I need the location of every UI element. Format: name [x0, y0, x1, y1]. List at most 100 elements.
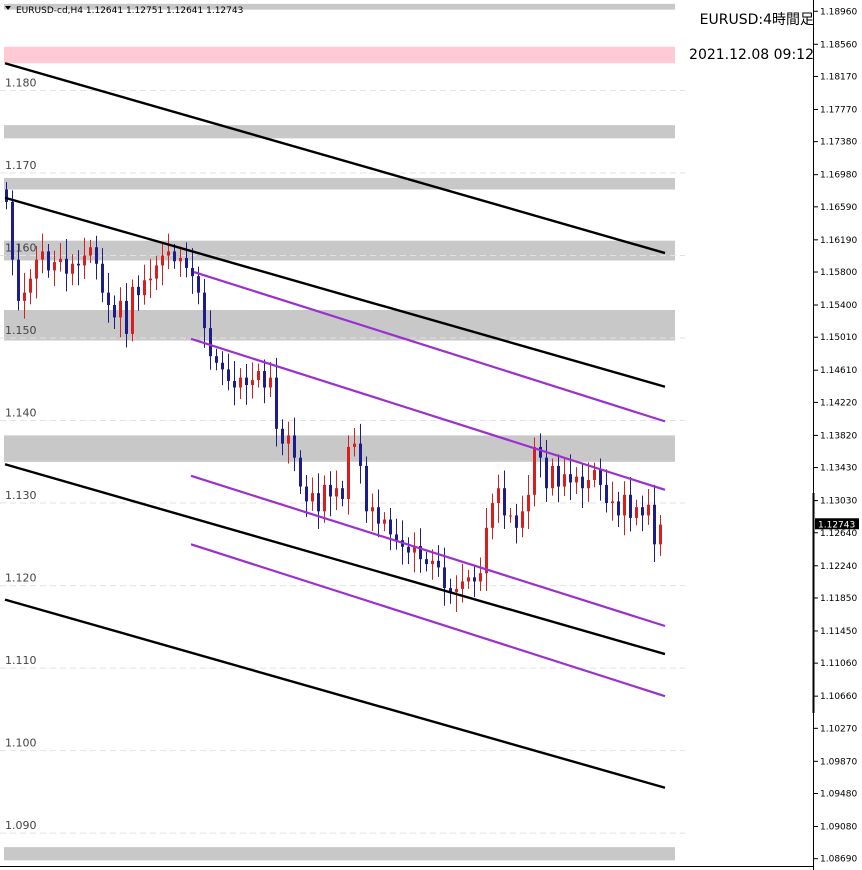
candle-bear — [185, 257, 188, 268]
price-axis-label: 1.08690 — [820, 855, 857, 865]
price-axis-label: 1.11850 — [820, 594, 857, 604]
candle-bear — [407, 546, 410, 553]
candle-bear — [425, 559, 428, 565]
candles-layer — [5, 182, 662, 612]
candle-bear — [341, 488, 344, 499]
candle-bear — [173, 251, 176, 262]
trendline-black-1[interactable] — [4, 196, 666, 388]
price-axis-label: 1.10660 — [820, 692, 857, 702]
trendline-black-3[interactable] — [4, 598, 666, 789]
candle-bear — [605, 484, 608, 504]
candle-bear — [515, 515, 518, 528]
candle-bull — [35, 259, 38, 279]
candle-bear — [299, 457, 302, 487]
price-axis-label: 1.09080 — [820, 823, 857, 833]
trendline-purple-7[interactable] — [190, 543, 666, 698]
candle-bear — [137, 286, 140, 296]
zones-layer — [4, 3, 675, 861]
price-axis-label: 1.15400 — [820, 301, 857, 311]
price-axis-label: 1.12240 — [820, 562, 857, 572]
chart-title: EURUSD:4時間足 — [700, 12, 814, 28]
price-axis-label: 1.09480 — [820, 790, 857, 800]
price-axis-label: 1.13820 — [820, 431, 857, 441]
price-axis-label: 1.16590 — [820, 203, 857, 213]
candle-bull — [455, 588, 458, 593]
candle-bear — [233, 380, 236, 388]
candle-bull — [131, 286, 134, 334]
candle-bull — [491, 503, 494, 528]
candle-bull — [461, 581, 464, 589]
price-axis-label: 1.15800 — [820, 268, 857, 278]
price-axis-label: 1.17380 — [820, 138, 857, 148]
candle-bull — [323, 484, 326, 512]
candle-bear — [389, 519, 392, 535]
candle-bear — [617, 501, 620, 516]
candle-bear — [305, 486, 308, 502]
current-price-marker: 1.12743 — [815, 518, 859, 530]
candle-bull — [521, 511, 524, 528]
candle-bull — [269, 377, 272, 388]
candle-bear — [281, 428, 284, 444]
trendline-black-2[interactable] — [4, 463, 666, 656]
candle-bear — [95, 247, 98, 264]
candle-bull — [251, 380, 254, 386]
header-bar: EURUSD-cd,H4 1.12641 1.12751 1.12641 1.1… — [5, 6, 243, 16]
zone-gray-0 — [4, 3, 675, 10]
candle-bear — [215, 356, 218, 363]
candle-bear — [557, 465, 560, 487]
left-tick-label: 1.090 — [5, 819, 37, 832]
candle-bull — [551, 465, 554, 489]
price-axis-label: 1.18960 — [820, 7, 857, 17]
candle-bull — [311, 493, 314, 502]
candle-bear — [275, 377, 278, 429]
candle-bear — [443, 567, 446, 589]
trendline-purple-5[interactable] — [190, 337, 666, 491]
candle-bull — [623, 494, 626, 516]
candle-bull — [287, 435, 290, 444]
trendline-purple-6[interactable] — [190, 474, 666, 628]
candle-bull — [563, 474, 566, 487]
candle-bear — [11, 201, 14, 260]
price-axis[interactable]: 1.18960 1.18560 1.18170 1.17770 1.17380 1.169… — [814, 7, 857, 865]
candle-bull — [89, 247, 92, 256]
candle-bull — [635, 507, 638, 518]
candle-bull — [257, 371, 260, 381]
candle-bull — [485, 527, 488, 574]
price-axis-label: 1.10270 — [820, 724, 857, 734]
candle-bull — [23, 292, 26, 301]
candle-bull — [383, 519, 386, 524]
candle-bull — [413, 545, 416, 553]
candle-bull — [335, 488, 338, 497]
candle-bull — [347, 446, 350, 499]
left-tick-label: 1.180 — [5, 76, 37, 89]
candle-bear — [245, 377, 248, 386]
price-axis-label: 1.11060 — [820, 659, 857, 669]
collapse-triangle-icon[interactable] — [5, 6, 11, 10]
price-axis-label: 1.14220 — [820, 398, 857, 408]
candle-bear — [317, 493, 320, 512]
candle-bear — [581, 476, 584, 489]
candle-bear — [47, 251, 50, 271]
trendline-black-0[interactable] — [4, 62, 666, 255]
left-tick-label: 1.110 — [5, 654, 37, 667]
candle-bull — [479, 573, 482, 582]
candle-bear — [377, 507, 380, 524]
trendline-purple-4[interactable] — [193, 270, 666, 423]
candle-bear — [227, 369, 230, 381]
candle-bear — [65, 258, 68, 274]
candle-bear — [191, 267, 194, 277]
zone-gray-2 — [4, 125, 675, 139]
zone-gray-6 — [4, 435, 675, 462]
candle-bear — [107, 292, 110, 306]
price-axis-label: 1.09870 — [820, 757, 857, 767]
candle-bear — [545, 457, 548, 489]
zone-gray-5 — [4, 309, 675, 341]
candle-bear — [653, 504, 656, 545]
left-tick-label: 1.140 — [5, 407, 37, 420]
candle-bull — [509, 515, 512, 517]
candle-bull — [41, 251, 44, 260]
candle-bull — [149, 278, 152, 281]
candle-bull — [587, 479, 590, 489]
candle-bull — [167, 251, 170, 256]
